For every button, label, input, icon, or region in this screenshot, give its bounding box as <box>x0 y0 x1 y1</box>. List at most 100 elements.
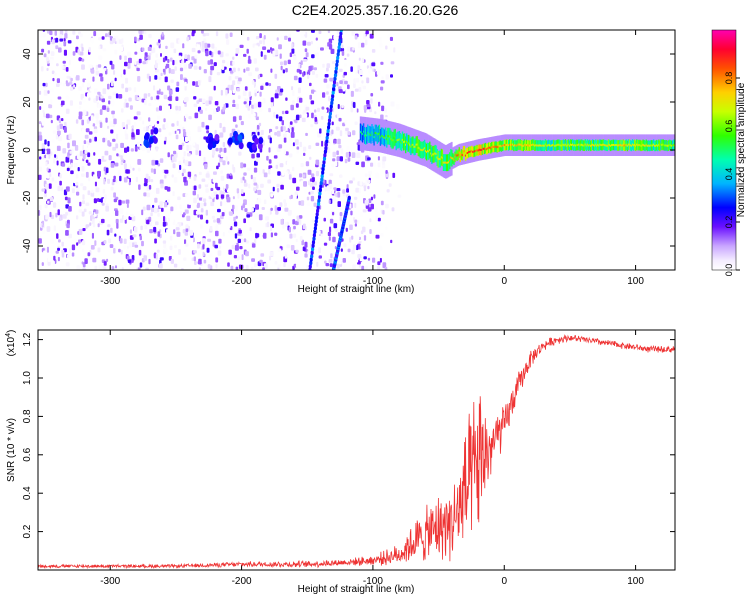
heatmap-noise-cell <box>153 178 156 185</box>
heatmap-noise-cell <box>257 74 260 79</box>
heatmap-noise-cell <box>215 223 218 228</box>
heatmap-noise-cell <box>332 151 336 158</box>
heatmap-band-peak <box>520 144 522 147</box>
heatmap-noise-cell <box>65 95 70 100</box>
heatmap-noise-cell <box>349 180 353 184</box>
heatmap-noise-cell <box>82 228 86 232</box>
heatmap-noise-cell <box>131 132 135 138</box>
heatmap-noise-cell <box>163 140 167 145</box>
heatmap-noise-cell <box>329 226 332 233</box>
heatmap-noise-cell <box>238 264 242 269</box>
heatmap-streak-cell <box>309 257 313 262</box>
heatmap-noise-cell <box>94 240 97 246</box>
heatmap-band-peak <box>563 144 565 147</box>
heatmap-noise-cell <box>183 151 186 157</box>
heatmap-streak-cell <box>316 208 320 214</box>
heatmap-noise-cell <box>59 180 62 186</box>
heatmap-noise-cell <box>189 92 194 96</box>
heatmap-band-peak <box>483 147 486 150</box>
heatmap-band-peak <box>599 143 601 146</box>
heatmap-noise-cell <box>354 219 358 223</box>
heatmap-band-peak <box>651 144 654 147</box>
heatmap-noise-cell <box>255 116 259 121</box>
heatmap-band-peak <box>617 144 619 147</box>
heatmap-noise-cell <box>289 233 293 239</box>
heatmap-noise-cell <box>324 260 327 264</box>
heatmap-noise-cell <box>158 263 163 269</box>
heatmap-noise-cell <box>97 247 101 253</box>
heatmap-noise-cell <box>372 257 376 263</box>
heatmap-noise-cell <box>323 78 328 83</box>
heatmap-noise-cell <box>125 211 128 216</box>
heatmap-noise-cell <box>243 238 247 243</box>
heatmap-noise-cell <box>220 175 225 181</box>
heatmap-band-peak <box>560 144 562 147</box>
heatmap-noise-cell <box>347 157 351 162</box>
heatmap-noise-cell <box>88 185 92 190</box>
heatmap-noise-cell <box>39 90 42 95</box>
heatmap-band-peak <box>652 143 655 146</box>
heatmap-noise-cell <box>323 242 328 246</box>
heatmap-noise-cell <box>237 95 241 99</box>
heatmap-noise-cell <box>87 227 92 233</box>
heatmap-noise-cell <box>137 33 140 39</box>
heatmap-noise-cell <box>45 173 50 179</box>
heatmap-noise-cell <box>141 240 144 247</box>
heatmap-noise-cell <box>76 191 80 196</box>
heatmap-noise-cell <box>216 186 221 191</box>
heatmap-noise-cell <box>346 53 350 57</box>
heatmap-noise-cell <box>370 98 373 104</box>
heatmap-noise-cell <box>120 249 123 255</box>
heatmap-band-peak <box>457 153 459 156</box>
heatmap-band-peak <box>542 144 544 147</box>
heatmap-noise-cell <box>258 214 263 221</box>
heatmap-noise-cell <box>280 88 284 93</box>
heatmap-noise-cell <box>366 100 370 105</box>
heatmap-noise-cell <box>259 203 263 207</box>
heatmap-band-peak <box>526 144 529 147</box>
snr-y-tick-label: 1.2 <box>22 332 33 346</box>
heatmap-noise-cell <box>375 215 378 221</box>
heatmap-noise-cell <box>186 129 191 136</box>
heatmap-noise-cell <box>75 174 79 179</box>
heatmap-noise-cell <box>225 89 228 96</box>
heatmap-noise-cell <box>47 256 51 262</box>
heatmap-noise-cell <box>121 122 125 128</box>
heatmap-noise-cell <box>184 84 187 91</box>
heatmap-noise-cell <box>250 174 253 180</box>
heatmap-band-peak <box>397 139 399 141</box>
heatmap-noise-cell <box>138 242 141 247</box>
heatmap-noise-cell <box>143 182 148 187</box>
heatmap-noise-cell <box>82 267 86 270</box>
heatmap-noise-cell <box>39 205 42 211</box>
heatmap-noise-cell <box>213 219 216 223</box>
heatmap-noise-cell <box>137 41 141 45</box>
heatmap-noise-cell <box>105 33 108 38</box>
heatmap-noise-cell <box>121 53 125 59</box>
heatmap-noise-cell <box>168 89 173 95</box>
heatmap-noise-cell <box>82 186 87 191</box>
heatmap-noise-cell <box>216 72 221 76</box>
heatmap-noise-cell <box>311 219 315 223</box>
heatmap-noise-cell <box>382 156 387 162</box>
heatmap-noise-cell <box>87 152 91 158</box>
heatmap-noise-cell <box>79 51 84 56</box>
heatmap-streak-cell <box>321 166 325 172</box>
heatmap-noise-cell <box>163 118 166 123</box>
heatmap-noise-cell <box>175 227 180 231</box>
heatmap-band-peak <box>574 144 576 147</box>
heatmap-band-peak <box>488 146 490 149</box>
heatmap-noise-cell <box>367 257 371 261</box>
heatmap-noise-cell <box>259 259 263 263</box>
heatmap-band-peak <box>610 144 613 147</box>
heatmap-noise-cell <box>87 190 91 196</box>
heatmap-noise-cell <box>121 83 124 89</box>
heatmap-band-peak <box>362 130 365 133</box>
heatmap-noise-cell <box>308 145 312 150</box>
heatmap-band-peak <box>387 135 389 138</box>
heatmap-noise-cell <box>282 224 285 229</box>
heatmap-noise-cell <box>265 82 269 86</box>
heatmap-noise-cell <box>173 177 178 183</box>
heatmap-noise-cell <box>198 171 202 176</box>
heatmap-noise-cell <box>75 119 79 124</box>
